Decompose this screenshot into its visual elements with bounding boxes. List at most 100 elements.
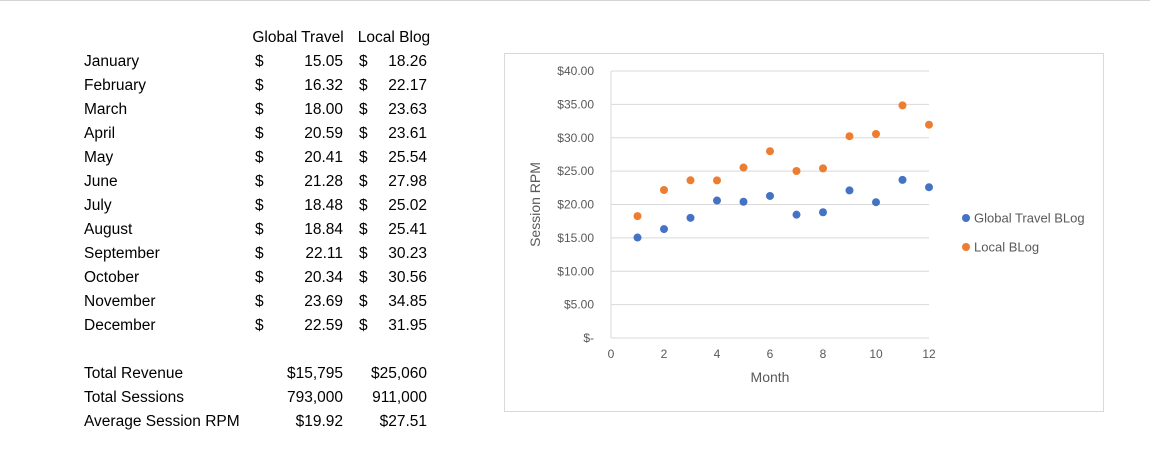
y-tick-label: $10.00 [557,264,594,278]
currency-symbol: $ [359,245,368,262]
chart-svg: $- $5.00 $10.00 $15.00 $20.00 $25.00 $30.00 $35… [504,53,1104,412]
currency-symbol: $ [255,77,264,94]
local-blog-value: 30.56 [388,269,427,286]
summary-global-travel: 793,000 [286,389,343,406]
x-tick-label: 8 [820,347,827,361]
data-point [713,176,721,185]
currency-symbol: $ [359,293,368,310]
month-label: September [84,245,160,262]
y-tick-label: $40.00 [557,64,594,78]
currency-symbol: $ [255,125,264,142]
legend-marker [962,243,970,251]
local-blog-value: 23.63 [388,101,427,118]
currency-symbol: $ [359,53,368,70]
local-blog-value: 31.95 [388,317,427,334]
global-travel-value: 20.34 [304,269,343,286]
currency-symbol: $ [359,77,368,94]
currency-symbol: $ [359,101,368,118]
data-point [845,132,854,141]
global-travel-value: 18.00 [304,101,343,118]
currency-symbol: $ [359,221,368,238]
global-travel-value: 18.84 [304,221,343,238]
currency-symbol: $ [255,197,264,214]
data-point [713,196,721,205]
header-local-blog: Local Blog [357,29,431,46]
x-tick-label: 10 [869,347,883,361]
summary-global-travel: $19.92 [295,413,343,430]
global-travel-value: 15.05 [304,53,343,70]
data-point [898,175,907,184]
data-point [686,176,695,185]
rpm-scatter-chart: $- $5.00 $10.00 $15.00 $20.00 $25.00 $30.00 $35… [504,53,1104,412]
data-point [925,120,933,129]
legend-label: Global Travel BLog [974,211,1085,226]
month-label: July [84,197,112,214]
local-blog-value: 30.23 [388,245,427,262]
summary-local-blog: $27.51 [379,413,427,430]
data-point [898,101,907,110]
currency-symbol: $ [255,173,264,190]
month-label: November [84,293,156,310]
currency-symbol: $ [255,293,264,310]
data-point [792,166,801,175]
currency-symbol: $ [359,149,368,166]
month-label: January [84,53,140,70]
data-point [633,233,642,242]
summary-local-blog: 911,000 [372,389,427,406]
currency-symbol: $ [255,53,264,70]
local-blog-value: 34.85 [388,293,427,310]
x-tick-label: 4 [714,347,721,361]
global-travel-value: 23.69 [304,293,343,310]
data-point [686,213,695,222]
data-point [819,164,827,173]
data-point [872,130,880,139]
global-travel-value: 20.41 [304,149,343,166]
y-tick-label: $5.00 [564,298,594,312]
data-point [845,186,854,195]
sheet-top-border [0,0,1150,1]
series-0 [633,175,933,242]
local-blog-value: 23.61 [388,125,427,142]
global-travel-value: 22.11 [305,245,343,262]
currency-symbol: $ [255,221,264,238]
data-point [819,208,827,217]
data-point [792,210,801,219]
data-point [872,198,880,207]
x-tick-label: 2 [661,347,668,361]
global-travel-value: 21.28 [304,173,343,190]
data-point [739,197,748,206]
data-point [766,147,774,156]
local-blog-value: 25.54 [388,149,427,166]
y-tick-label: $35.00 [557,97,594,111]
month-label: March [84,101,128,118]
y-tick-label: $15.00 [557,231,594,245]
x-tick-label: 0 [608,347,615,361]
month-label: June [84,173,118,190]
month-label: August [84,221,133,238]
month-label: April [84,125,116,142]
data-point [925,183,933,192]
currency-symbol: $ [255,269,264,286]
currency-symbol: $ [359,197,368,214]
local-blog-value: 18.26 [388,53,427,70]
x-tick-label: 6 [767,347,774,361]
data-point [739,163,748,172]
global-travel-value: 16.32 [304,77,343,94]
y-tick-label: $20.00 [557,198,594,212]
legend-label: Local BLog [974,240,1039,255]
currency-symbol: $ [255,101,264,118]
month-label: February [84,77,147,94]
header-global-travel: Global Travel [252,29,344,46]
summary-global-travel: $15,795 [286,365,343,382]
y-axis-title: Session RPM [527,162,543,247]
global-travel-value: 20.59 [304,125,343,142]
legend-marker [962,214,970,222]
global-travel-value: 18.48 [304,197,343,214]
summary-local-blog: $25,060 [370,365,427,382]
global-travel-value: 22.59 [304,317,343,334]
summary-label: Total Sessions [84,389,184,406]
data-point [660,225,668,234]
x-axis-title: Month [751,369,790,385]
series-1 [633,101,933,221]
local-blog-value: 25.02 [388,197,427,214]
